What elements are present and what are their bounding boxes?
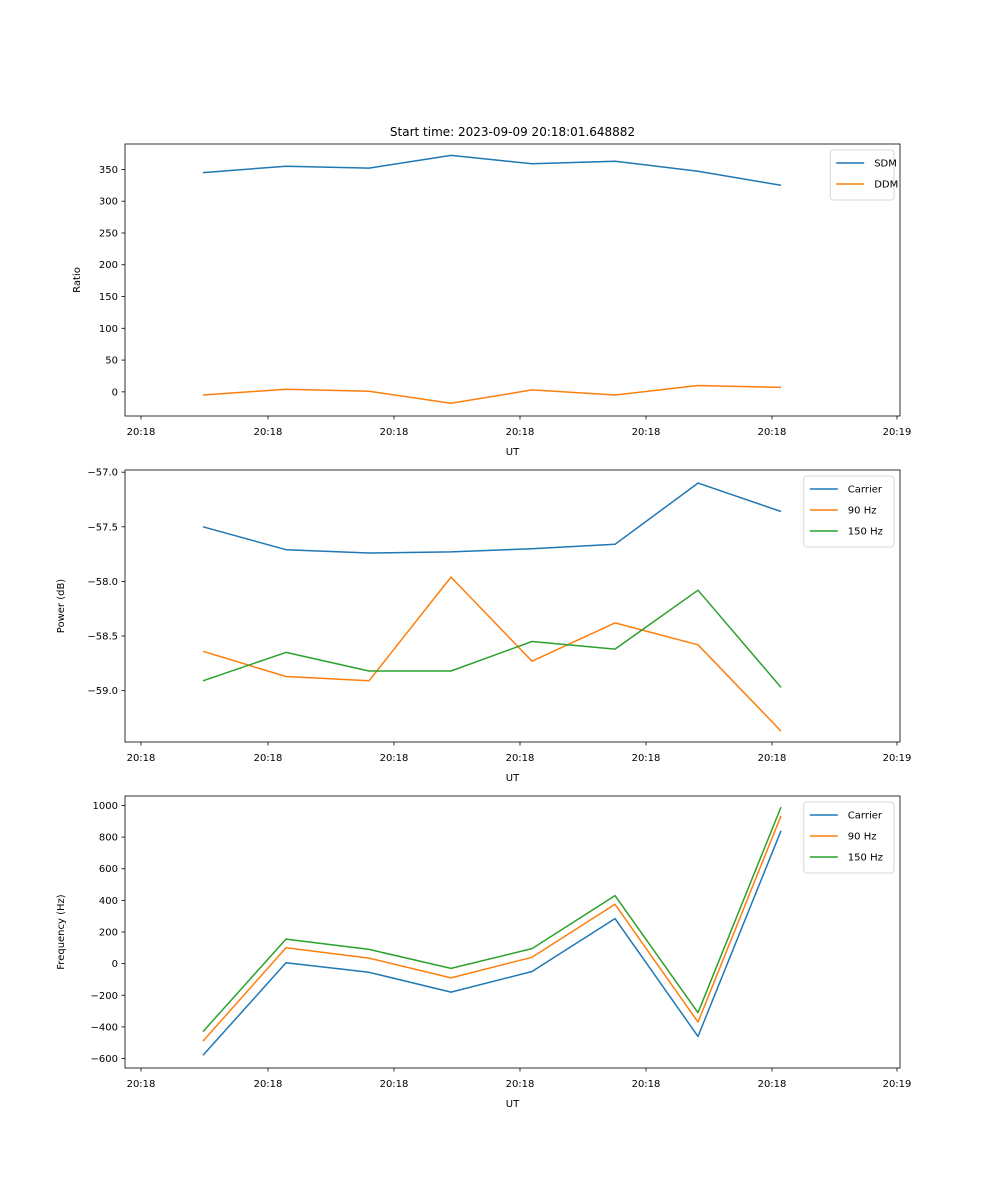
y-tick-label: 150 <box>99 292 118 303</box>
y-tick-label: −58.5 <box>87 632 118 643</box>
legend-label: Carrier <box>848 811 883 822</box>
chart-panel-3: 20:18 20:18 20:18 20:18 20:18 20:18 20:19 −600 −… <box>56 795 912 1110</box>
x-tick-label: 20:18 <box>632 753 661 764</box>
x-tick-label: 20:19 <box>883 1079 912 1090</box>
series-line-90-hz <box>202 815 782 1042</box>
y-tick-label: −58.0 <box>87 577 118 588</box>
legend-label: 90 Hz <box>848 506 877 517</box>
legend-label: 90 Hz <box>848 832 877 843</box>
legend-box <box>829 149 895 201</box>
x-tick-label: 20:18 <box>632 427 661 438</box>
x-tick-label: 20:18 <box>506 1079 535 1090</box>
x-tick-label: 20:19 <box>883 753 912 764</box>
x-tick-label: 20:19 <box>883 427 912 438</box>
y-tick-label: 350 <box>99 165 118 176</box>
y-tick-label: 250 <box>99 228 118 239</box>
y-tick-label: −600 <box>91 1054 118 1065</box>
y-tick-label: 800 <box>99 833 118 844</box>
series-line-ddm <box>202 384 782 405</box>
y-tick-label: −57.5 <box>87 522 118 533</box>
series-line-150-hz <box>202 806 782 1033</box>
x-tick-label: 20:18 <box>127 753 156 764</box>
x-axis-label: UT <box>506 773 520 784</box>
y-tick-label: 200 <box>99 260 118 271</box>
legend-label: Carrier <box>848 485 883 496</box>
legend-label: SDM <box>874 159 897 170</box>
y-axis-label: Frequency (Hz) <box>56 894 67 970</box>
x-tick-label: 20:18 <box>380 427 409 438</box>
x-tick-label: 20:18 <box>506 427 535 438</box>
x-axis-label: UT <box>506 447 520 458</box>
y-tick-label: 0 <box>112 959 118 970</box>
y-tick-label: 200 <box>99 928 118 939</box>
axes-frame <box>124 143 901 417</box>
y-tick-label: 1000 <box>93 801 118 812</box>
series-line-150-hz <box>202 589 782 688</box>
legend-box <box>803 801 895 874</box>
y-tick-label: 600 <box>99 864 118 875</box>
x-tick-label: 20:18 <box>254 753 283 764</box>
legend-label: 150 Hz <box>848 527 883 538</box>
series-line-carrier <box>202 482 782 554</box>
x-axis-label: UT <box>506 1099 520 1110</box>
x-tick-label: 20:18 <box>380 1079 409 1090</box>
y-tick-label: 400 <box>99 896 118 907</box>
legend-label: DDM <box>874 180 898 191</box>
y-axis-label: Ratio <box>72 267 83 293</box>
y-tick-label: −59.0 <box>87 686 118 697</box>
x-tick-label: 20:18 <box>127 427 156 438</box>
axes-frame <box>124 795 901 1069</box>
chart-title: Start time: 2023-09-09 20:18:01.648882 <box>390 125 635 139</box>
y-axis-label: Power (dB) <box>56 579 67 634</box>
y-tick-label: −200 <box>91 991 118 1002</box>
y-tick-label: 0 <box>112 387 118 398</box>
x-tick-label: 20:18 <box>632 1079 661 1090</box>
chart-panel-2: 20:18 20:18 20:18 20:18 20:18 20:18 20:19 −59.0… <box>56 468 911 784</box>
legend-box <box>803 475 895 548</box>
y-tick-label: −400 <box>91 1022 118 1033</box>
series-line-carrier <box>202 830 782 1056</box>
x-tick-label: 20:18 <box>758 427 787 438</box>
chart-panel-1: 20:18 20:18 20:18 20:18 20:18 20:18 20:19 0 50 10… <box>72 125 911 458</box>
legend-label: 150 Hz <box>848 853 883 864</box>
y-tick-label: −57.0 <box>87 468 118 479</box>
x-tick-label: 20:18 <box>758 1079 787 1090</box>
y-tick-label: 300 <box>99 197 118 208</box>
x-tick-label: 20:18 <box>758 753 787 764</box>
x-tick-label: 20:18 <box>254 427 283 438</box>
x-tick-label: 20:18 <box>254 1079 283 1090</box>
series-line-90-hz <box>202 576 782 732</box>
x-tick-label: 20:18 <box>127 1079 156 1090</box>
y-tick-label: 100 <box>99 324 118 335</box>
series-line-sdm <box>202 154 782 187</box>
x-tick-label: 20:18 <box>506 753 535 764</box>
y-tick-label: 50 <box>105 356 118 367</box>
x-tick-label: 20:18 <box>380 753 409 764</box>
axes-frame <box>124 469 901 743</box>
